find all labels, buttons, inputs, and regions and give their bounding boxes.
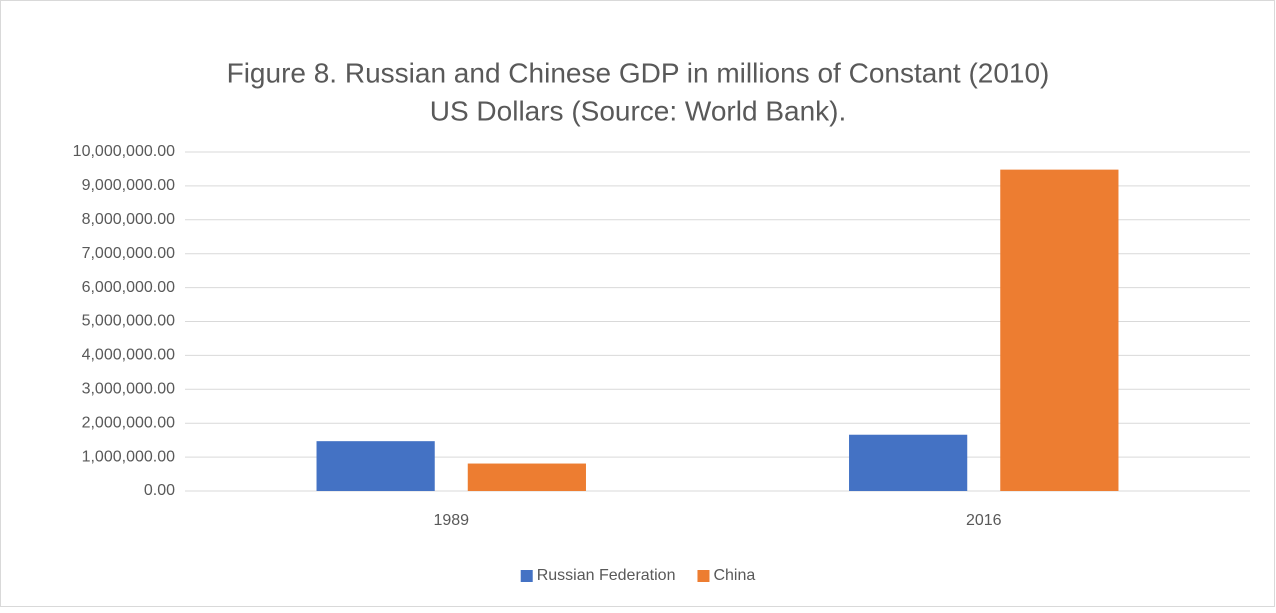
x-tick-label: 1989 xyxy=(433,512,469,529)
x-tick-label: 2016 xyxy=(966,512,1002,529)
bar xyxy=(467,463,586,491)
y-tick-label: 0.00 xyxy=(144,482,175,499)
legend-label: Russian Federation xyxy=(537,567,676,584)
legend-label: China xyxy=(713,567,755,584)
y-tick-label: 9,000,000.00 xyxy=(82,177,176,194)
y-tick-label: 1,000,000.00 xyxy=(82,448,176,465)
y-tick-label: 4,000,000.00 xyxy=(82,347,176,364)
y-tick-label: 5,000,000.00 xyxy=(82,313,176,330)
legend-swatch xyxy=(697,570,710,582)
y-tick-label: 10,000,000.00 xyxy=(73,143,175,160)
chart-title: US Dollars (Source: World Bank). xyxy=(430,95,847,126)
y-tick-label: 6,000,000.00 xyxy=(82,279,176,296)
bar xyxy=(849,434,968,491)
chart-title: Figure 8. Russian and Chinese GDP in mil… xyxy=(227,57,1050,88)
y-tick-label: 2,000,000.00 xyxy=(82,414,176,431)
y-tick-label: 8,000,000.00 xyxy=(82,211,176,228)
y-tick-label: 3,000,000.00 xyxy=(82,381,176,398)
legend-swatch xyxy=(520,570,533,582)
y-tick-label: 7,000,000.00 xyxy=(82,245,176,262)
bar xyxy=(1000,169,1119,492)
bar xyxy=(316,441,435,491)
